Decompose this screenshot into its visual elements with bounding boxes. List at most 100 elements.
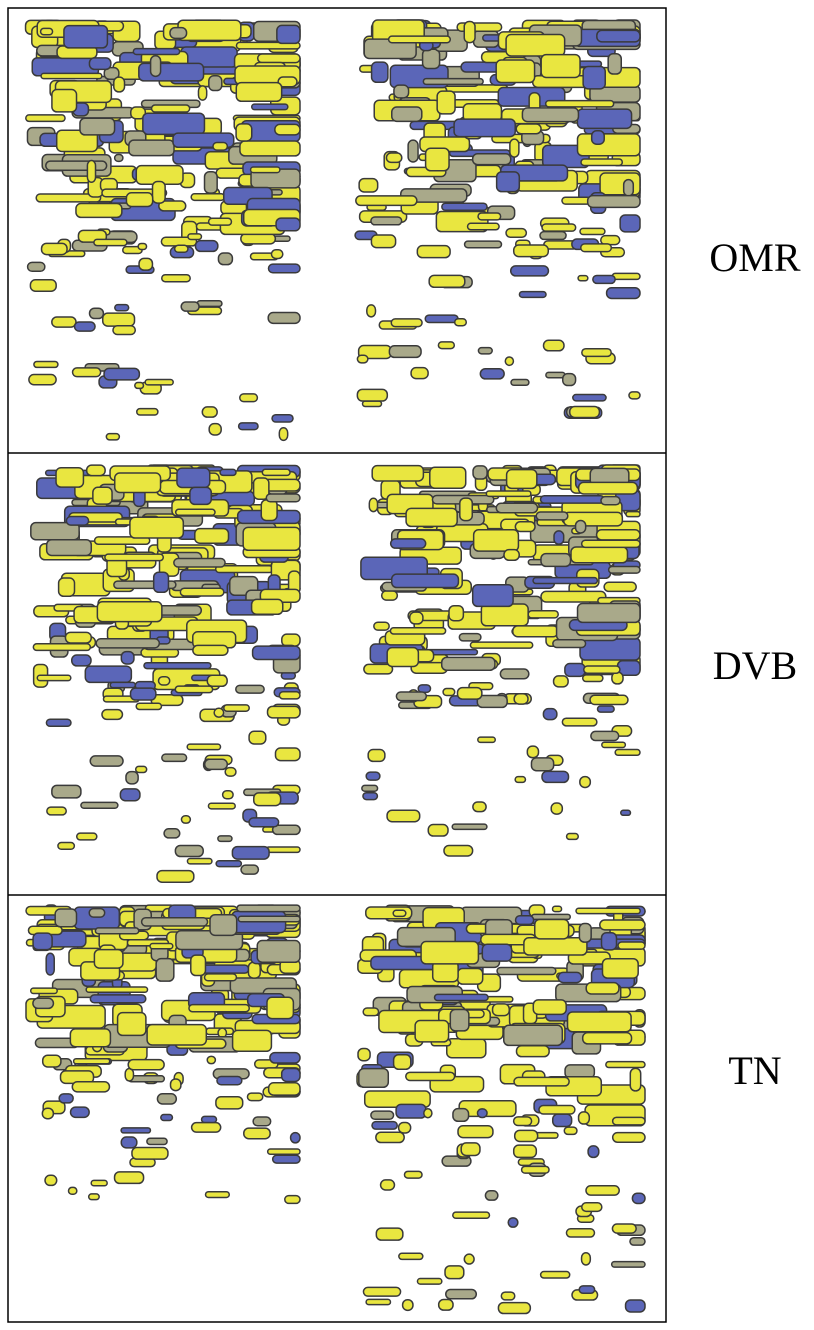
root-fragment xyxy=(144,663,211,669)
root-fragment xyxy=(366,772,380,780)
root-fragment xyxy=(372,62,388,82)
root-fragment xyxy=(366,1299,390,1304)
root-fragment xyxy=(541,55,580,78)
root-fragment xyxy=(624,180,634,196)
root-fragment xyxy=(76,204,122,218)
root-fragment xyxy=(439,1299,453,1310)
root-fragment xyxy=(253,646,300,659)
root-fragment xyxy=(496,503,537,512)
root-fragment xyxy=(399,1122,411,1132)
root-fragment xyxy=(478,213,501,220)
root-fragment xyxy=(578,604,640,623)
root-fragment xyxy=(505,357,513,365)
root-fragment xyxy=(474,530,519,551)
root-fragment xyxy=(517,1046,550,1057)
root-fragment xyxy=(423,79,483,85)
root-fragment xyxy=(613,1117,645,1125)
root-fragment xyxy=(500,669,528,679)
root-fragment xyxy=(473,585,513,607)
root-fragment xyxy=(240,141,300,156)
root-fragment xyxy=(275,124,300,134)
root-fragment xyxy=(372,1122,397,1129)
root-fragment xyxy=(279,692,300,699)
root-fragment xyxy=(371,235,395,248)
root-fragment xyxy=(404,1171,422,1178)
root-fragment xyxy=(481,604,528,626)
root-fragment xyxy=(214,708,223,717)
root-fragment xyxy=(177,468,210,487)
root-fragment xyxy=(588,196,640,208)
root-fragment xyxy=(444,845,473,856)
root-fragment xyxy=(514,694,528,704)
root-fragment xyxy=(52,90,77,112)
root-fragment xyxy=(604,582,636,591)
root-fragment xyxy=(459,634,481,641)
root-fragment xyxy=(620,215,640,232)
root-fragment xyxy=(193,645,228,655)
renderings xyxy=(26,20,645,1314)
root-fragment xyxy=(241,865,258,874)
root-fragment xyxy=(247,1093,262,1101)
root-fragment xyxy=(576,908,640,913)
root-fragment xyxy=(208,803,235,809)
root-fragment xyxy=(147,1025,206,1045)
root-fragment xyxy=(478,737,495,742)
root-fragment xyxy=(482,944,511,961)
root-fragment xyxy=(511,380,529,386)
root-fragment xyxy=(608,54,621,74)
root-fragment xyxy=(276,218,300,231)
root-fragment xyxy=(205,759,228,769)
root-fragment xyxy=(254,793,281,806)
root-fragment xyxy=(597,530,640,540)
root-fragment xyxy=(189,1005,249,1012)
root-fragment xyxy=(477,695,507,707)
root-fragment xyxy=(207,675,227,686)
root-fragment xyxy=(266,494,300,502)
root-fragment xyxy=(527,746,538,757)
root-fragment xyxy=(90,756,123,766)
root-fragment xyxy=(396,1104,426,1118)
root-fragment xyxy=(382,591,398,600)
root-fragment xyxy=(498,1303,530,1314)
root-fragment xyxy=(105,554,163,560)
root-fragment xyxy=(46,953,54,975)
root-fragment xyxy=(362,785,378,791)
root-fragment xyxy=(531,758,553,771)
root-fragment xyxy=(161,1115,173,1121)
root-fragment xyxy=(356,196,417,206)
root-fragment xyxy=(586,1186,619,1195)
root-fragment xyxy=(454,119,515,136)
root-fragment xyxy=(151,56,161,77)
root-fragment xyxy=(359,179,378,192)
root-fragment xyxy=(447,1039,486,1058)
root-fragment xyxy=(478,348,492,354)
root-fragment xyxy=(266,847,300,852)
root-fragment xyxy=(30,280,56,291)
root-fragment xyxy=(73,368,101,377)
root-fragment xyxy=(612,1224,636,1233)
root-fragment xyxy=(120,789,140,801)
root-fragment xyxy=(74,1059,110,1064)
root-fragment xyxy=(236,685,264,693)
root-fragment xyxy=(253,1117,271,1126)
root-fragment xyxy=(162,754,187,761)
root-fragment xyxy=(516,124,541,134)
root-fragment xyxy=(113,326,135,335)
root-fragment xyxy=(129,140,174,156)
root-fragment xyxy=(566,1229,594,1237)
root-fragment xyxy=(152,105,190,112)
root-fragment xyxy=(457,688,481,700)
root-fragment xyxy=(607,288,640,299)
root-fragment xyxy=(87,161,95,183)
root-fragment xyxy=(175,686,212,693)
root-fragment xyxy=(546,372,565,377)
root-fragment xyxy=(584,666,620,673)
root-fragment xyxy=(421,942,478,964)
root-fragment xyxy=(609,566,640,573)
root-fragment xyxy=(56,468,83,487)
root-fragment xyxy=(629,392,640,399)
root-fragment xyxy=(410,612,423,624)
root-fragment xyxy=(272,415,293,422)
root-fragment xyxy=(553,640,586,648)
root-fragment xyxy=(546,101,614,107)
